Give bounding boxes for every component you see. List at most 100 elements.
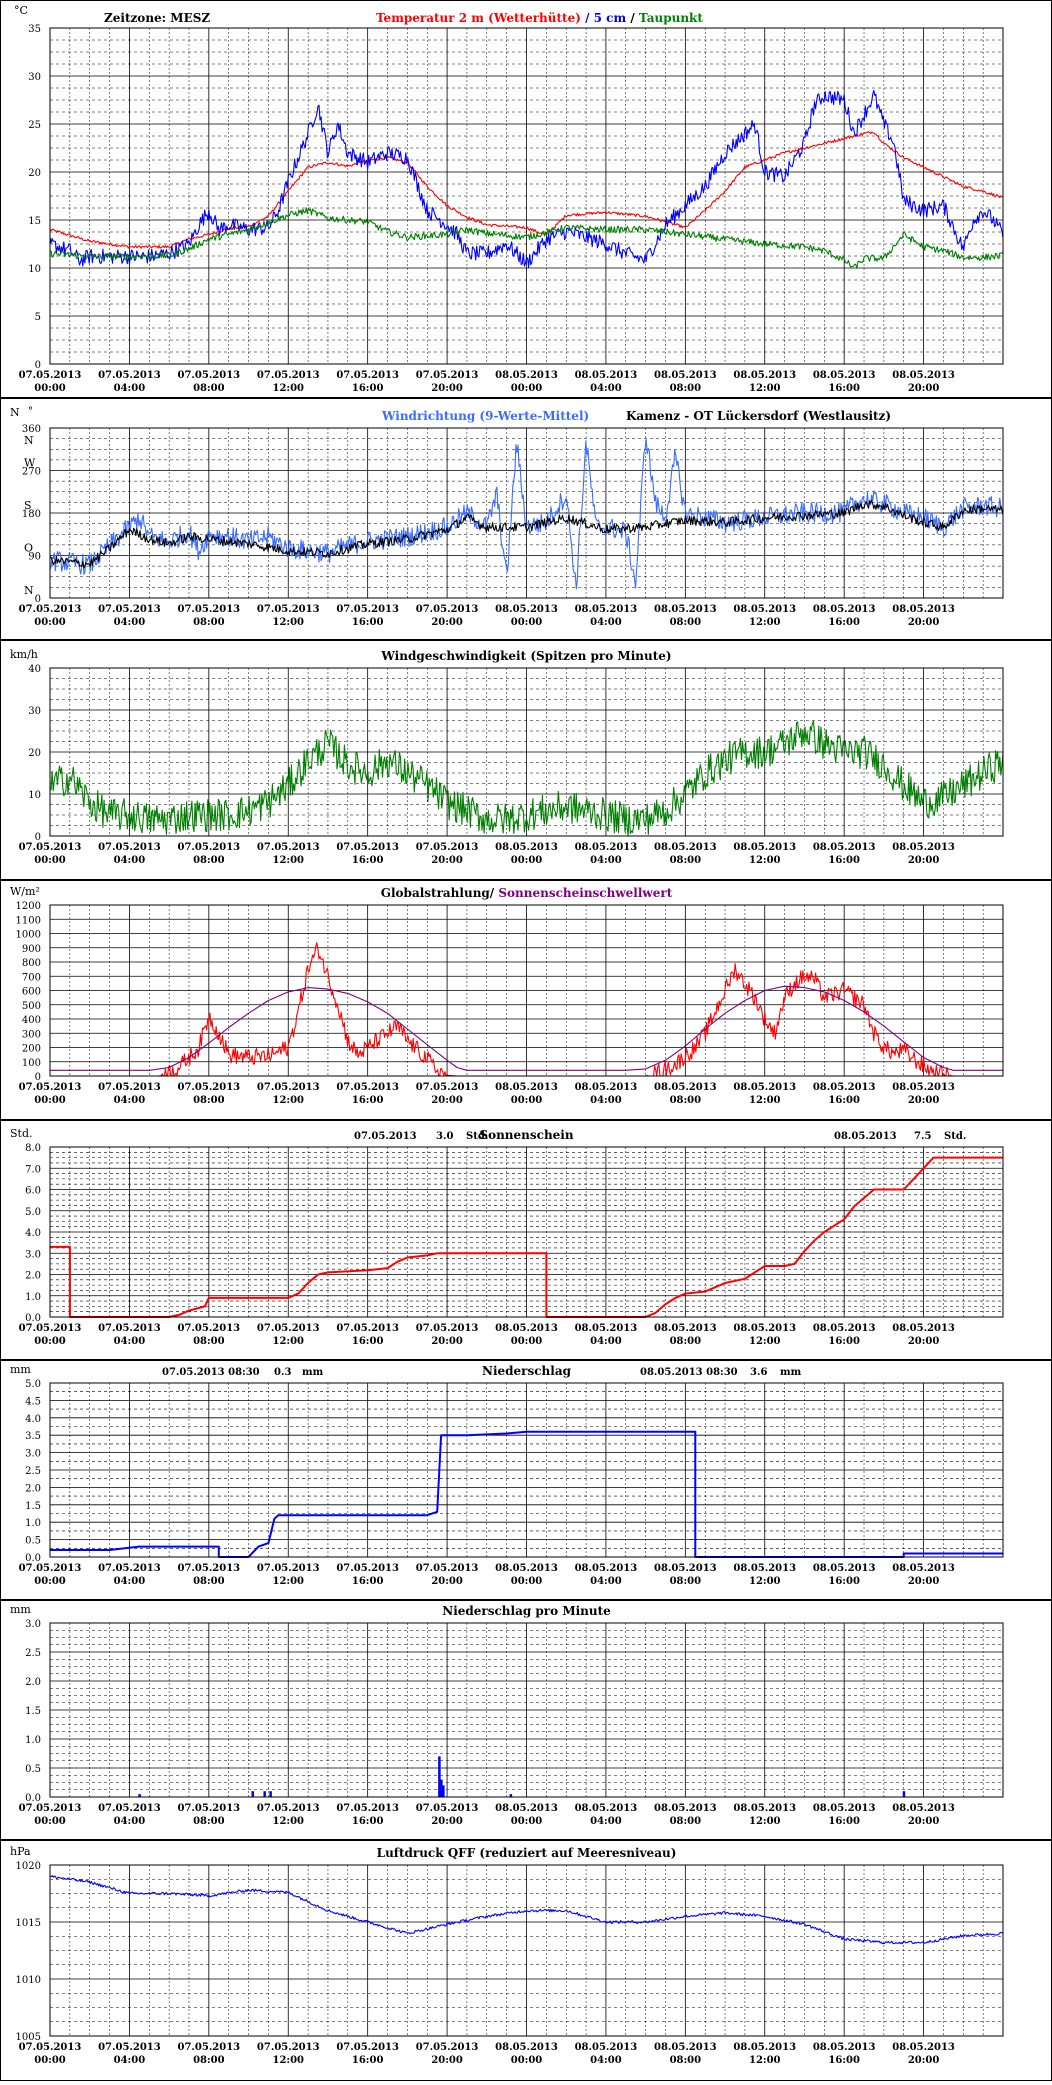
- x-tick-time: 08:00: [193, 617, 225, 628]
- x-tick-time: 08:00: [193, 855, 225, 866]
- x-tick-date: 07.05.2013: [257, 1563, 320, 1574]
- y-tick-label: 5.0: [25, 1207, 41, 1218]
- precip-minute-bar: [509, 1794, 513, 1797]
- x-tick-date: 07.05.2013: [19, 2042, 82, 2053]
- chart-title: Luftdruck QFF (reduziert auf Meeresnivea…: [377, 1846, 677, 1860]
- y-tick-label: 0: [35, 1072, 41, 1083]
- y-tick-label: 1.5: [25, 1501, 41, 1512]
- series-line-5-cm: [49, 89, 1004, 268]
- x-tick-date: 08.05.2013: [654, 370, 717, 381]
- x-tick-time: 08:00: [670, 1576, 702, 1587]
- unit-label: °: [28, 406, 33, 417]
- y-tick-label: 2.5: [25, 1648, 41, 1659]
- radiation-plot-border: [49, 904, 1004, 1077]
- x-tick-time: 20:00: [431, 1336, 463, 1347]
- x-tick-date: 07.05.2013: [178, 1082, 241, 1093]
- radiation-panel: 0 100 200 300 400 500 600 700 800 900 1000 1100 1200…: [0, 880, 1052, 1120]
- x-tick-time: 20:00: [431, 2055, 463, 2066]
- x-tick-date: 07.05.2013: [416, 842, 479, 853]
- x-tick-time: 00:00: [511, 1336, 543, 1347]
- x-tick-date: 08.05.2013: [813, 604, 876, 615]
- x-tick-date: 08.05.2013: [813, 1803, 876, 1814]
- x-tick-date: 08.05.2013: [813, 2042, 876, 2053]
- y-tick-label: 4.5: [25, 1396, 41, 1407]
- x-tick-time: 00:00: [511, 2055, 543, 2066]
- y-tick-label: 3.5: [25, 1431, 41, 1442]
- radiation-title: Globalstrahlung/ Sonnenscheinschwellwert: [381, 886, 673, 900]
- x-tick-time: 00:00: [34, 2055, 66, 2066]
- x-tick-date: 07.05.2013: [98, 604, 161, 615]
- x-tick-time: 12:00: [749, 1095, 781, 1106]
- x-tick-time: 08:00: [670, 1816, 702, 1827]
- chart-title: Sonnenschein: [479, 1128, 573, 1142]
- x-tick-time: 16:00: [352, 1576, 384, 1587]
- x-tick-time: 20:00: [431, 1816, 463, 1827]
- x-tick-date: 08.05.2013: [575, 842, 638, 853]
- x-tick-date: 07.05.2013: [336, 1082, 399, 1093]
- x-tick-time: 16:00: [828, 1336, 860, 1347]
- pressure-plot-border: [49, 1864, 1004, 2037]
- x-tick-date: 07.05.2013: [336, 1323, 399, 1334]
- x-tick-date: 08.05.2013: [733, 1563, 796, 1574]
- precipitation-grid: [49, 1382, 1004, 1558]
- y-tick-label: 1015: [16, 1918, 41, 1929]
- x-tick-date: 08.05.2013: [892, 1563, 955, 1574]
- wind_direction-grid: [49, 427, 1004, 599]
- x-tick-time: 08:00: [193, 1816, 225, 1827]
- x-tick-time: 20:00: [431, 1095, 463, 1106]
- x-tick-date: 08.05.2013: [575, 1323, 638, 1334]
- x-tick-date: 07.05.2013: [19, 1803, 82, 1814]
- temperature-grid: [49, 27, 1004, 365]
- x-tick-time: 04:00: [114, 2055, 146, 2066]
- x-tick-date: 07.05.2013: [416, 370, 479, 381]
- x-tick-time: 04:00: [590, 383, 622, 394]
- y-tick-label: 100: [22, 1058, 41, 1069]
- precipitation_per_minute-panel: 0.0 0.5 1.0 1.5 2.0 2.5 3.0 07.05.2013 00:00 07.0…: [0, 1600, 1052, 1840]
- precip-minute-bar: [269, 1791, 272, 1797]
- temperature-plot-border: [49, 27, 1004, 365]
- x-tick-date: 07.05.2013: [98, 1563, 161, 1574]
- series-line-luftdruck-qff: [49, 1875, 1004, 1945]
- y-tick-label: 1010: [16, 1975, 41, 1986]
- summary-unit: mm: [780, 1367, 802, 1378]
- precip-minute-bar: [263, 1791, 266, 1797]
- series-line-niederschlag: [50, 1430, 1003, 1558]
- x-tick-date: 08.05.2013: [495, 604, 558, 615]
- title-part: /: [626, 11, 639, 25]
- x-tick-time: 04:00: [590, 855, 622, 866]
- x-tick-date: 07.05.2013: [19, 1323, 82, 1334]
- unit-label: km/h: [10, 648, 38, 661]
- title-part: Globalstrahlung/: [381, 886, 495, 900]
- y-tick-label: 270: [22, 467, 41, 478]
- x-tick-time: 00:00: [34, 1816, 66, 1827]
- x-tick-time: 04:00: [590, 1336, 622, 1347]
- y-tick-label: 2.5: [25, 1466, 41, 1477]
- summary-date: 07.05.2013 08:30: [162, 1367, 260, 1378]
- y-tick-label: 0.5: [25, 1536, 41, 1547]
- y-tick-label: 0.0: [25, 1553, 41, 1564]
- x-tick-date: 08.05.2013: [575, 1563, 638, 1574]
- x-tick-date: 07.05.2013: [416, 1082, 479, 1093]
- x-tick-time: 08:00: [193, 1095, 225, 1106]
- x-tick-date: 07.05.2013: [416, 1323, 479, 1334]
- x-tick-date: 07.05.2013: [98, 1323, 161, 1334]
- x-tick-time: 16:00: [352, 2055, 384, 2066]
- x-tick-time: 12:00: [749, 2055, 781, 2066]
- temperature-frame: [0, 0, 1052, 398]
- y-tick-label: 1.0: [25, 1735, 41, 1746]
- x-tick-date: 07.05.2013: [19, 604, 82, 615]
- summary-value: 3.0: [436, 1131, 453, 1142]
- title-part: /: [581, 11, 594, 25]
- x-tick-time: 08:00: [670, 855, 702, 866]
- summary-unit: Std.: [944, 1131, 966, 1142]
- precipitation-plot-border: [49, 1382, 1004, 1558]
- y-tick-label: 400: [22, 1015, 41, 1026]
- x-tick-date: 07.05.2013: [336, 604, 399, 615]
- x-tick-time: 08:00: [193, 383, 225, 394]
- y-tick-label: 15: [28, 216, 41, 227]
- y-tick-label: 25: [28, 120, 41, 131]
- x-tick-time: 04:00: [590, 1576, 622, 1587]
- y-tick-label: 90: [28, 552, 41, 563]
- x-tick-time: 00:00: [511, 617, 543, 628]
